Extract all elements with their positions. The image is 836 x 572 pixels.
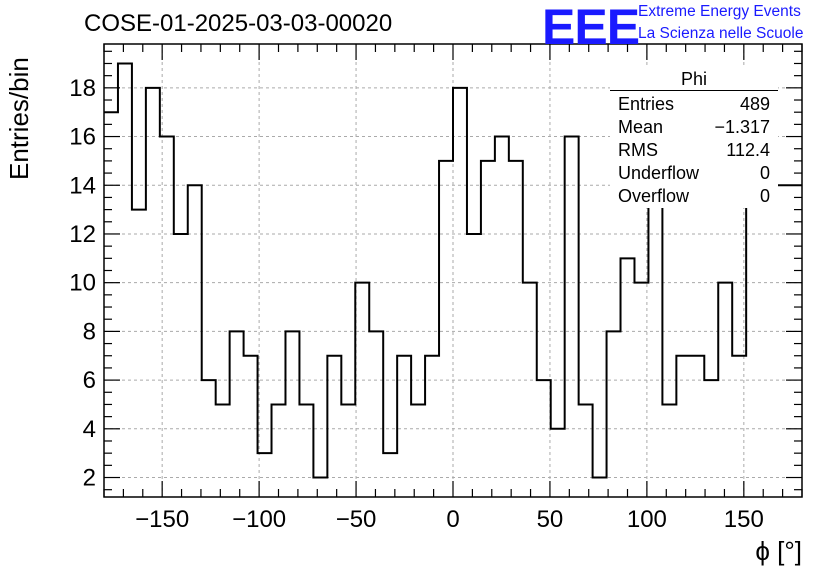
eee-logo: EEE xyxy=(542,0,640,55)
x-axis-label: ϕ [°] xyxy=(755,536,802,566)
stats-label: Mean xyxy=(618,117,664,137)
stats-label: Underflow xyxy=(618,163,700,183)
stats-row-entries: Entries 489 xyxy=(610,93,778,116)
x-tick-label: 50 xyxy=(537,506,564,533)
logo-subtitle-2: La Scienza nelle Scuole xyxy=(638,25,804,42)
stats-value: 0 xyxy=(759,186,770,206)
y-tick-label: 16 xyxy=(69,124,96,151)
stats-value: 0 xyxy=(759,163,770,183)
y-tick-label: 12 xyxy=(69,221,96,248)
stats-label: RMS xyxy=(618,140,658,160)
y-tick-label: 6 xyxy=(83,367,96,394)
stats-label: Entries xyxy=(618,94,675,114)
stats-row-mean: Mean −1.317 xyxy=(610,116,778,139)
stats-row-underflow: Underflow 0 xyxy=(610,162,778,185)
x-tick-label: 100 xyxy=(627,506,667,533)
y-axis-label: Entries/bin xyxy=(4,57,34,180)
y-tick-label: 2 xyxy=(83,465,96,492)
stats-value: 112.4 xyxy=(726,140,770,160)
x-tick-label: 0 xyxy=(446,506,459,533)
x-tick-label: 150 xyxy=(724,506,764,533)
y-tick-label: 10 xyxy=(69,270,96,297)
stats-row-rms: RMS 112.4 xyxy=(610,139,778,162)
logo-subtitle-1: Extreme Energy Events xyxy=(638,3,801,20)
run-title: COSE-01-2025-03-03-00020 xyxy=(84,10,393,37)
y-tick-label: 14 xyxy=(69,172,96,199)
stats-box-title: Phi xyxy=(610,68,778,91)
y-tick-label: 8 xyxy=(83,318,96,345)
stats-box: Phi Entries 489 Mean −1.317 RMS 112.4 Un… xyxy=(610,68,778,208)
y-tick-label: 18 xyxy=(69,75,96,102)
y-tick-label: 4 xyxy=(83,416,96,443)
x-tick-label: −150 xyxy=(135,506,189,533)
x-tick-labels: −150 −100 −50 0 50 100 150 xyxy=(135,506,764,533)
stats-label: Overflow xyxy=(618,186,690,206)
x-tick-label: −50 xyxy=(336,506,377,533)
stats-row-overflow: Overflow 0 xyxy=(610,185,778,208)
stats-value: 489 xyxy=(739,94,770,114)
axis-ticks xyxy=(103,44,803,497)
histogram-step-line xyxy=(104,62,802,479)
stats-value: −1.317 xyxy=(714,117,770,137)
x-tick-label: −100 xyxy=(232,506,286,533)
y-tick-labels: 2 4 6 8 10 12 14 16 18 xyxy=(69,75,96,492)
